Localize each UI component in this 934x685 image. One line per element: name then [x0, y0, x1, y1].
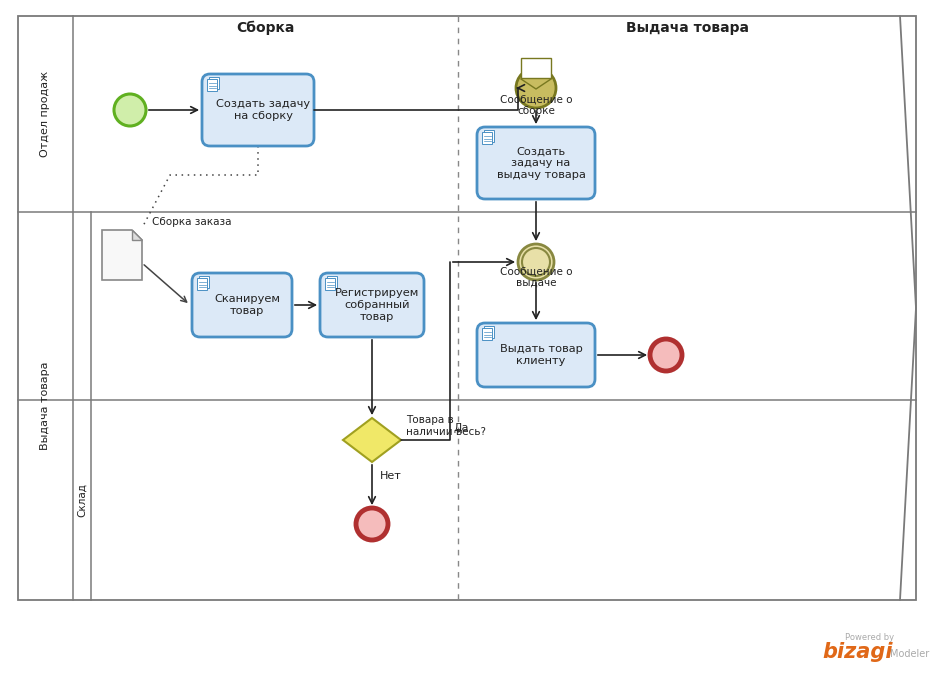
- FancyBboxPatch shape: [477, 127, 595, 199]
- Circle shape: [114, 94, 146, 126]
- Text: Выдача товара: Выдача товара: [40, 362, 50, 450]
- FancyBboxPatch shape: [192, 273, 292, 337]
- Bar: [482, 132, 492, 144]
- Bar: [199, 276, 209, 288]
- Text: Сообщение о
выдаче: Сообщение о выдаче: [500, 266, 573, 288]
- FancyBboxPatch shape: [202, 74, 314, 146]
- Circle shape: [650, 339, 682, 371]
- Polygon shape: [132, 230, 142, 240]
- FancyBboxPatch shape: [477, 323, 595, 387]
- Polygon shape: [102, 230, 142, 280]
- Text: Сборка заказа: Сборка заказа: [152, 217, 232, 227]
- Text: Склад: Склад: [77, 483, 87, 517]
- Text: Сообщение о
сборке: Сообщение о сборке: [500, 95, 573, 116]
- Bar: [209, 77, 219, 89]
- Text: Сканируем
товар: Сканируем товар: [214, 294, 280, 316]
- Bar: [484, 326, 494, 338]
- Text: Powered by: Powered by: [845, 634, 895, 643]
- Circle shape: [516, 68, 556, 108]
- Text: Да: Да: [453, 423, 469, 433]
- Bar: [207, 79, 217, 91]
- Text: Сборка: Сборка: [236, 21, 295, 35]
- Bar: [484, 130, 494, 142]
- Circle shape: [518, 244, 554, 280]
- Text: Отдел продаж: Отдел продаж: [40, 71, 50, 157]
- Bar: [521, 58, 551, 78]
- Text: Выдать товар
клиенту: Выдать товар клиенту: [500, 344, 583, 366]
- Polygon shape: [343, 418, 401, 462]
- Bar: [18, 16, 916, 600]
- FancyBboxPatch shape: [320, 273, 424, 337]
- Text: Modeler: Modeler: [890, 649, 929, 659]
- Bar: [197, 278, 207, 290]
- Circle shape: [356, 508, 388, 540]
- Text: bizagi: bizagi: [823, 642, 893, 662]
- Text: Выдача товара: Выдача товара: [626, 21, 748, 35]
- Text: Товара в
наличии весь?: Товара в наличии весь?: [406, 415, 486, 437]
- Text: Регистрируем
собранный
товар: Регистрируем собранный товар: [334, 288, 419, 321]
- Bar: [325, 278, 335, 290]
- Text: Нет: Нет: [380, 471, 402, 481]
- Text: Создать задачу
на сборку: Создать задачу на сборку: [216, 99, 310, 121]
- Text: Создать
задачу на
выдачу товара: Создать задачу на выдачу товара: [497, 147, 586, 179]
- Bar: [327, 276, 337, 288]
- Bar: [482, 328, 492, 340]
